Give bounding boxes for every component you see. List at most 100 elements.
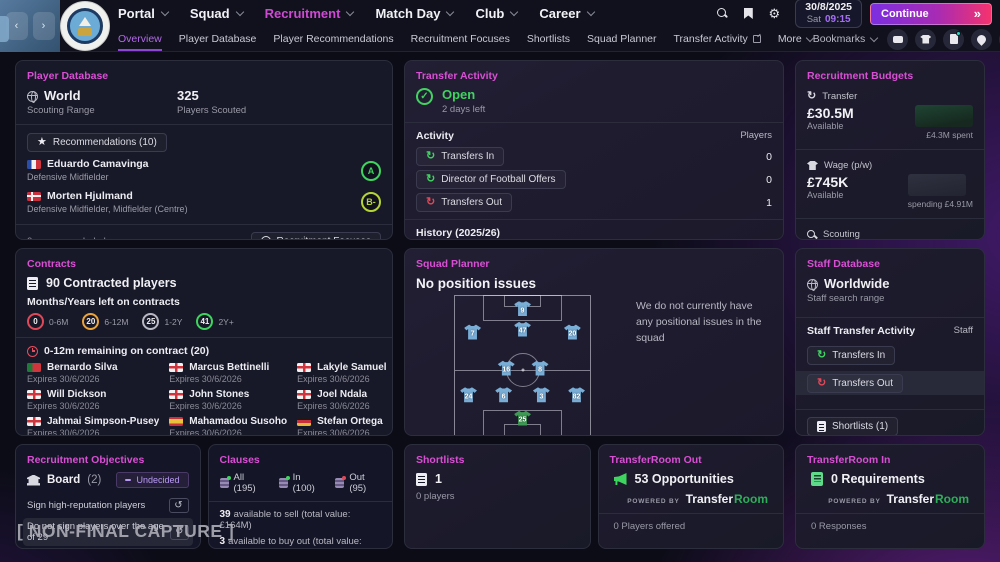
search-button[interactable] <box>709 8 735 19</box>
inbox-button[interactable] <box>887 28 909 50</box>
transferroom-out-panel[interactable]: TransferRoom Out 53 Opportunities POWERE… <box>597 444 784 549</box>
globe-icon <box>27 90 38 103</box>
player-shirt[interactable]: 24 <box>460 387 477 403</box>
pending-icon[interactable] <box>168 498 189 513</box>
clauses-panel[interactable]: Clauses All (195) In (100) Out (95) 39 av… <box>207 444 393 549</box>
transfers-in-row[interactable]: Transfers In 0 <box>416 147 772 167</box>
tab-player-recommendations[interactable]: Player Recommendations <box>273 27 393 51</box>
squad-planner-panel[interactable]: Squad Planner No position issues 9 7 47 … <box>404 248 784 436</box>
scouting-budget-section[interactable]: Scouting £390K Available £63 spent <box>807 226 973 239</box>
expiring-player[interactable]: Jahmai Simpson-Pusey Expires 30/6/2026 <box>27 416 159 435</box>
transferroom-in-panel[interactable]: TransferRoom In 0 Requirements POWERED B… <box>795 444 985 549</box>
shirt-number: 16 <box>502 366 511 374</box>
menu-match-day-label: Match Day <box>375 6 441 21</box>
expiring-player[interactable]: Will Dickson Expires 30/6/2026 <box>27 389 159 411</box>
menu-recruitment[interactable]: Recruitment <box>265 6 355 21</box>
objective-row[interactable]: Sign high-reputation players <box>23 495 193 516</box>
player-shirt[interactable]: 16 <box>497 360 515 376</box>
player-shirt[interactable]: 47 <box>514 321 531 337</box>
recruitment-budgets-panel[interactable]: Recruitment Budgets Transfer £30.5M Avai… <box>795 60 985 240</box>
tab-player-database[interactable]: Player Database <box>179 27 257 51</box>
menu-club[interactable]: Club <box>475 6 519 21</box>
menu-portal[interactable]: Portal <box>118 6 170 21</box>
bucket-6-12m[interactable]: 20 6-12M <box>82 313 128 330</box>
shirt-number: 3 <box>539 393 544 401</box>
player-shirt[interactable]: 6 <box>495 387 513 403</box>
notes-button[interactable] <box>735 8 761 19</box>
staff-transfers-in-row[interactable]: Transfers In <box>796 343 984 367</box>
player-shirt[interactable]: 7 <box>464 324 482 340</box>
bookmarks-dropdown[interactable]: Bookmarks <box>813 33 879 45</box>
back-button[interactable]: ‹ <box>5 12 28 40</box>
recommended-player-row[interactable]: Morten Hjulmand Defensive Midfielder, Mi… <box>27 190 381 215</box>
recruitment-objectives-panel[interactable]: Recruitment Objectives Board (2) Undecid… <box>15 444 201 549</box>
transfer-activity-panel[interactable]: Transfer Activity Open 2 days left Activ… <box>404 60 784 240</box>
sell-clause-count: 39 <box>219 509 231 520</box>
clauses-in-filter[interactable]: In (100) <box>278 472 323 494</box>
club-badge[interactable] <box>60 1 110 51</box>
player-shirt[interactable]: 8 <box>531 360 549 376</box>
wage-budget-section[interactable]: Wage (p/w) £745K Available spending £4.9… <box>807 157 973 211</box>
bookmark-icon <box>743 8 753 19</box>
sidebar-tab[interactable] <box>0 16 9 42</box>
player-shirt[interactable]: 20 <box>563 324 581 340</box>
staff-database-panel[interactable]: Staff Database Worldwide Staff search ra… <box>795 248 985 436</box>
tab-shortlists[interactable]: Shortlists <box>527 27 570 51</box>
expiring-player[interactable]: Lakyle Samuel Expires 30/6/2026 <box>297 362 387 384</box>
badge-label: Undecided <box>136 475 180 485</box>
reports-button[interactable] <box>943 28 965 50</box>
expiry-date: Expires 30/6/2026 <box>27 374 100 384</box>
objective-row[interactable]: Do not sign players over the age of 29 <box>23 518 193 546</box>
staff-transfers-out-row[interactable]: Transfers Out <box>796 371 984 396</box>
menu-match-day[interactable]: Match Day <box>375 6 455 21</box>
transfer-window-status: Open <box>442 87 476 102</box>
panel-title: Contracts <box>27 258 77 270</box>
bucket-1-2y[interactable]: 25 1-2Y <box>142 313 182 330</box>
menu-squad[interactable]: Squad <box>190 6 244 21</box>
player-shirt[interactable]: 9 <box>514 301 531 316</box>
forward-button[interactable]: › <box>32 12 55 40</box>
expiring-player[interactable]: Joel Ndala Expires 30/6/2026 <box>297 389 386 411</box>
transfer-budget-section[interactable]: Transfer £30.5M Available £4.3M spent <box>807 88 973 142</box>
shortlist-icon <box>817 421 826 433</box>
staff-shortlists-button[interactable]: Shortlists (1) <box>807 417 899 435</box>
recommended-player-row[interactable]: Eduardo Camavinga Defensive Midfielder A <box>27 158 381 183</box>
nationality-flag-icon <box>169 363 184 372</box>
expiring-player[interactable]: Marcus Bettinelli Expires 30/6/2026 <box>169 362 287 384</box>
expiring-player[interactable]: Stefan Ortega Expires 30/6/2026 <box>297 416 386 435</box>
panel-title: Transfer Activity <box>416 70 498 82</box>
game-date[interactable]: 30/8/2025 Sat 09:15 <box>795 0 862 28</box>
bucket-2y-plus[interactable]: 41 2Y+ <box>196 313 234 330</box>
recommendations-button[interactable]: ★ Recommendations (10) <box>27 133 167 153</box>
player-shirt[interactable]: 3 <box>532 387 550 403</box>
training-button[interactable] <box>971 28 993 50</box>
player-shirt[interactable]: 82 <box>568 387 585 403</box>
tab-more[interactable]: More <box>778 27 814 51</box>
squad-button[interactable] <box>915 28 937 50</box>
contracts-panel[interactable]: Contracts 90 Contracted players Months/Y… <box>15 248 393 436</box>
settings-button[interactable]: ⚙ <box>761 7 787 20</box>
menu-career[interactable]: Career <box>539 6 595 21</box>
tab-recruitment-focuses[interactable]: Recruitment Focuses <box>411 27 510 51</box>
tab-overview[interactable]: Overview <box>118 27 162 51</box>
dof-offers-row[interactable]: Director of Football Offers 0 <box>416 170 772 190</box>
goalkeeper-shirt[interactable]: 25 <box>514 410 531 426</box>
chat-icon <box>892 35 903 43</box>
transfer-out-icon <box>817 378 826 389</box>
expiring-player[interactable]: John Stones Expires 30/6/2026 <box>169 389 287 411</box>
chevron-down-icon <box>446 7 455 17</box>
pending-icon[interactable] <box>170 524 189 540</box>
clauses-out-filter[interactable]: Out (95) <box>335 472 381 494</box>
transfers-out-row[interactable]: Transfers Out 1 <box>416 193 772 213</box>
tab-squad-planner[interactable]: Squad Planner <box>587 27 656 51</box>
bucket-0-6m[interactable]: 0 0-6M <box>27 313 68 330</box>
bucket-count: 25 <box>142 313 160 330</box>
continue-button[interactable]: Continue » <box>870 2 992 25</box>
tab-transfer-activity[interactable]: Transfer Activity <box>674 27 761 51</box>
player-database-panel[interactable]: Player Database World Scouting Range 325… <box>15 60 393 240</box>
expiring-player[interactable]: Mahamadou Susoho Expires 30/6/2026 <box>169 416 287 435</box>
recruitment-focuses-button[interactable]: Recruitment Focuses <box>250 231 381 239</box>
shortlists-panel[interactable]: Shortlists 1 0 players <box>404 444 591 549</box>
clauses-all-filter[interactable]: All (195) <box>219 472 266 494</box>
expiring-player[interactable]: Bernardo Silva Expires 30/6/2026 <box>27 362 159 384</box>
